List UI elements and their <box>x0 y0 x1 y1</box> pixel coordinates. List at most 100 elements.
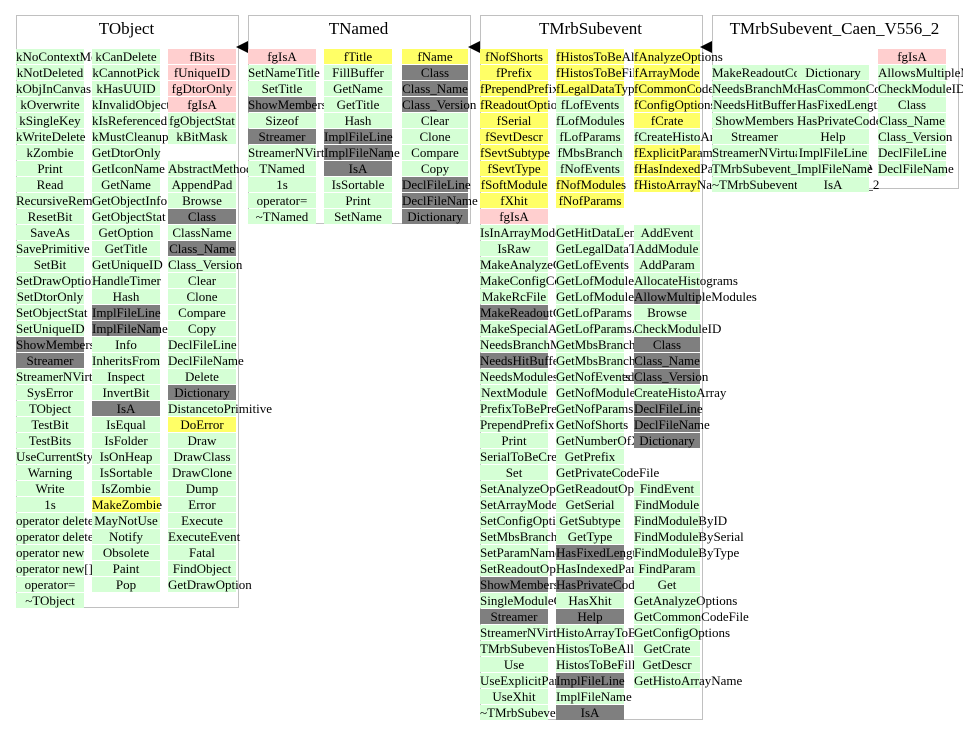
class-member: AppendPad <box>168 177 236 192</box>
class-member: SingleModuleOnly <box>480 593 580 608</box>
class-member: TMrbSubevent_Caen_V556_2 <box>712 161 873 176</box>
class-member: GetPrefix <box>556 449 624 464</box>
class-member: fConfigOptions <box>634 97 716 112</box>
class-member: GetReadoutOptions <box>556 481 660 496</box>
class-member: ClassName <box>168 225 236 240</box>
class-member: ImplFileName <box>92 321 168 336</box>
class-member: ShowMembers <box>712 113 797 128</box>
class-member: fHistosToBeFilledIfTrue <box>556 65 685 80</box>
class-member: NeedsModulesToBeAssigned <box>480 369 634 384</box>
class-member: GetName <box>324 81 392 96</box>
class-member: GetUniqueID <box>92 257 163 272</box>
class-member: TNamed <box>248 161 316 176</box>
class-member: MakeAnalyzeCode <box>480 257 581 272</box>
class-member: fLofModules <box>556 113 625 128</box>
class-title-tmrbsubevent-caen-v556-2: TMrbSubevent_Caen_V556_2 <box>729 19 940 38</box>
class-member: DeclFileName <box>634 417 710 432</box>
class-member: Dictionary <box>797 65 869 80</box>
class-member: Copy <box>402 161 468 176</box>
class-member: AddParam <box>634 257 700 272</box>
class-member: kCanDelete <box>92 49 160 64</box>
class-member: ImplFileName <box>797 161 873 176</box>
class-member: SetUniqueID <box>16 321 85 336</box>
class-member: IsA <box>324 161 392 176</box>
class-member: operator= <box>16 577 84 592</box>
class-member: ImplFileLine <box>92 305 161 320</box>
class-member: GetTitle <box>92 241 160 256</box>
inheritance-arrow-tmrbsubevent-to-tnamed <box>468 41 480 53</box>
class-member: 1s <box>16 497 84 512</box>
class-member: fgDtorOnly <box>168 81 236 96</box>
class-member: SetNameTitle <box>248 65 320 80</box>
class-member: DeclFileName <box>402 193 478 208</box>
class-member: MayNotUse <box>92 513 160 528</box>
class-member: Class_Name <box>168 241 236 256</box>
class-member: Help <box>797 129 869 144</box>
class-member: Warning <box>16 465 84 480</box>
class-member: HasFixedLengthFormat <box>556 545 681 560</box>
class-member: StreamerNVirtual <box>480 625 573 640</box>
class-member: Hash <box>324 113 392 128</box>
class-member: GetDtorOnly <box>92 145 161 160</box>
class-member: GetNofEvents <box>556 369 631 384</box>
class-member: SetObjectStat <box>16 305 88 320</box>
class-member: ~TObject <box>16 593 84 608</box>
class-member: CheckModuleID <box>878 81 963 96</box>
class-member: UseCurrentStyle <box>16 449 103 464</box>
class-member: GetTitle <box>324 97 392 112</box>
class-member: GetLofParamsAsString <box>556 321 679 336</box>
class-member: HistoArrayToBeCreated <box>556 625 683 640</box>
class-member: DeclFileName <box>878 161 954 176</box>
class-member: GetObjectInfo <box>92 193 168 208</box>
class-member: fPrefix <box>480 65 548 80</box>
class-title-tmrbsubevent: TMrbSubevent <box>539 19 642 38</box>
class-member: MakeConfigCode <box>480 273 574 288</box>
class-member: Streamer <box>712 129 797 144</box>
class-member: FindModuleByType <box>634 545 740 560</box>
class-member: Dictionary <box>634 433 700 448</box>
class-member: operator delete <box>16 513 94 528</box>
class-member: IsInArrayMode <box>480 225 561 240</box>
class-member: GetAnalyzeOptions <box>634 593 738 608</box>
class-member: kNoContextMenu <box>16 49 110 64</box>
class-member: HandleTimer <box>92 273 161 288</box>
class-member: Info <box>92 337 160 352</box>
class-member: Delete <box>168 369 236 384</box>
class-member: SetReadoutOptions <box>480 561 582 576</box>
class-member: UseXhit <box>480 689 548 704</box>
class-member: fNofModules <box>556 177 627 192</box>
class-member: kMustCleanup <box>92 129 169 144</box>
class-member: TestBit <box>16 417 84 432</box>
class-member: HasFixedLengthFormat <box>797 97 922 112</box>
class-member: GetNofParams <box>556 401 634 416</box>
class-member: Draw <box>168 433 236 448</box>
class-member: GetNumberOfXhits <box>556 433 660 448</box>
class-member: fReadoutOptions <box>480 97 569 112</box>
class-member: kBitMask <box>168 129 236 144</box>
class-member: GetMbsBranch <box>556 337 636 352</box>
class-member: Streamer <box>16 353 84 368</box>
class-member: Copy <box>168 321 236 336</box>
class-member: GetCrate <box>634 641 700 656</box>
class-member: GetType <box>556 529 624 544</box>
class-member: ~TMrbSubevent_Caen_V556_2 <box>712 177 880 192</box>
class-member: fLegalDataTypes <box>556 81 646 96</box>
class-member: fSerial <box>480 113 548 128</box>
class-member: Execute <box>168 513 236 528</box>
class-member: Set <box>480 465 548 480</box>
class-member: GetLegalDataTypes <box>556 241 660 256</box>
class-member: fExplicitParamNames <box>634 145 749 160</box>
class-member: TObject <box>16 401 84 416</box>
class-member: Inspect <box>92 369 160 384</box>
class-member: ResetBit <box>16 209 84 224</box>
class-member: kInvalidObject <box>92 97 170 112</box>
class-member: fNofEvents <box>556 161 624 176</box>
class-member: Class_Name <box>402 81 468 96</box>
class-member: Class_Version <box>168 257 243 272</box>
class-member: IsA <box>556 705 624 720</box>
class-member: HistosToBeAllocated <box>556 641 668 656</box>
class-member: AddEvent <box>634 225 700 240</box>
class-member: Get <box>634 577 700 592</box>
class-member: SetDrawOption <box>16 273 98 288</box>
class-member: IsA <box>797 177 869 192</box>
